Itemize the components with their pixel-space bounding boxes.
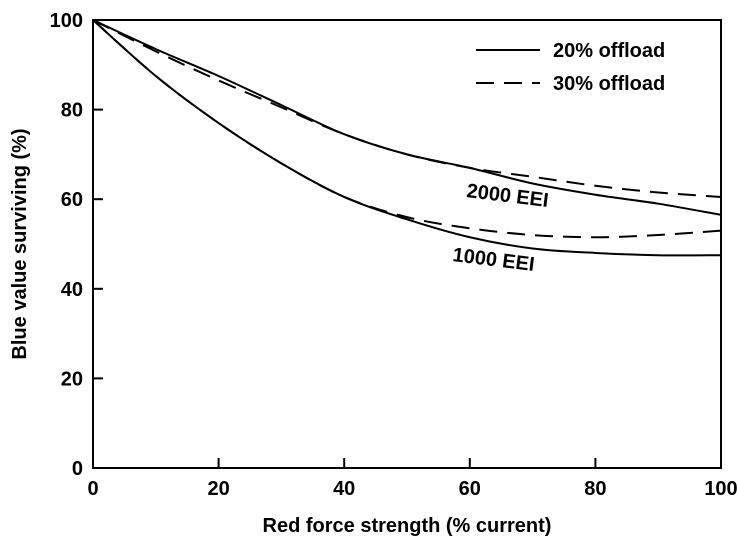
x-tick-label: 80 — [584, 478, 606, 500]
y-tick-label: 100 — [50, 10, 83, 32]
x-tick-label: 20 — [207, 478, 229, 500]
y-tick-label: 80 — [61, 100, 83, 122]
x-tick-label: 60 — [459, 478, 481, 500]
series-line-1000-eei-dashed — [92, 19, 722, 239]
legend: 20% offload 30% offload — [476, 40, 665, 95]
x-tick-label: 0 — [87, 478, 98, 500]
plot-frame — [92, 19, 722, 469]
legend-label-20-offload: 20% offload — [553, 40, 665, 62]
x-axis-title: Red force strength (% current) — [263, 515, 552, 537]
annotation-1000-eei: 1000 EEI — [451, 244, 535, 276]
y-axis-title: Blue value surviving (%) — [9, 128, 31, 359]
y-tick-label: 40 — [61, 279, 83, 301]
y-tick-label: 20 — [61, 368, 83, 390]
y-tick-label: 60 — [61, 189, 83, 211]
x-tick-label: 100 — [704, 478, 737, 500]
x-tick-label: 40 — [333, 478, 355, 500]
series-line-2000-eei-dashed — [92, 19, 722, 198]
y-tick-label: 0 — [72, 458, 83, 480]
legend-label-30-offload: 30% offload — [553, 73, 665, 95]
